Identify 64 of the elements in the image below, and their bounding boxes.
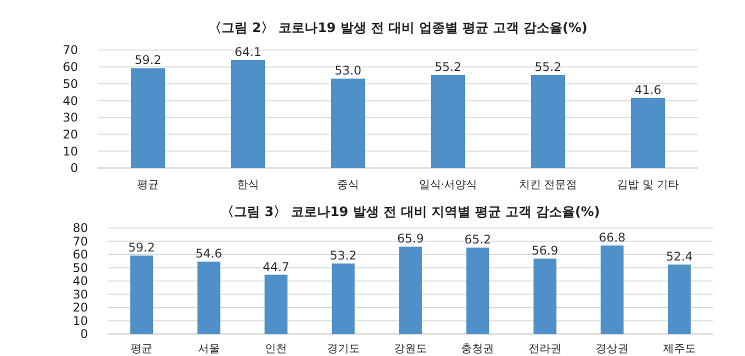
data-label: 59.2 (128, 240, 155, 255)
x-tick-label: 전라권 (528, 342, 562, 355)
x-tick-label: 경기도 (326, 342, 360, 355)
y-tick-label: 60 (62, 60, 78, 74)
y-tick-label: 40 (62, 94, 78, 108)
data-label: 52.4 (666, 250, 693, 264)
y-tick-label: 0 (80, 327, 88, 342)
bar (431, 74, 465, 168)
bar (534, 258, 556, 334)
y-tick-label: 0 (70, 161, 78, 176)
x-tick-label: 한식 (237, 178, 259, 191)
data-label: 65.2 (464, 232, 492, 247)
x-tick-label: 강원도 (394, 342, 427, 355)
data-label: 55.2 (434, 60, 462, 74)
data-label: 53.0 (334, 64, 362, 78)
x-tick-label: 중식 (337, 178, 359, 191)
x-tick-label: 충청권 (461, 342, 494, 355)
bar (332, 264, 355, 334)
bar (600, 245, 624, 334)
x-tick-label: 평균 (130, 342, 153, 355)
data-label: 55.2 (534, 60, 562, 74)
x-tick-label: 일식·서양식 (418, 178, 478, 191)
x-tick-label: 치킨 전문점 (518, 178, 578, 191)
x-tick-label: 인천 (265, 342, 288, 355)
data-label: 59.2 (134, 53, 162, 68)
bar (264, 274, 288, 334)
y-tick-label: 80 (72, 221, 88, 236)
chart-title: 〈그림 3〉 코로나19 발생 전 대비 지역별 평균 고객 감소율(%) (221, 205, 600, 220)
bar (197, 262, 220, 334)
y-tick-label: 30 (72, 287, 88, 302)
bar (631, 98, 665, 168)
bar (399, 246, 422, 334)
data-label: 54.6 (195, 246, 222, 261)
data-label: 66.8 (598, 230, 626, 244)
bar (130, 256, 154, 334)
y-tick-label: 60 (72, 248, 88, 262)
y-tick-label: 10 (62, 144, 78, 158)
bar (466, 248, 490, 334)
data-label: 64.1 (234, 44, 262, 59)
chart-title: 〈그림 2〉 코로나19 발생 전 대비 업종별 평균 고객 감소율(%) (208, 21, 588, 36)
x-tick-label: 김밥 및 기타 (617, 178, 679, 191)
x-tick-label: 제주도 (662, 342, 696, 355)
y-tick-label: 10 (72, 314, 88, 328)
data-label: 65.9 (397, 232, 424, 246)
y-tick-label: 50 (62, 76, 78, 91)
y-tick-label: 70 (62, 43, 78, 58)
y-tick-label: 20 (72, 300, 88, 315)
y-tick-label: 50 (72, 260, 88, 275)
x-tick-label: 평균 (137, 178, 159, 191)
data-label: 41.6 (634, 82, 662, 97)
bar (231, 60, 265, 168)
data-label: 53.2 (330, 248, 357, 263)
data-label: 56.9 (532, 244, 558, 258)
y-tick-label: 40 (72, 274, 88, 288)
y-tick-label: 20 (62, 127, 78, 142)
bar (531, 74, 565, 168)
x-tick-label: 서울 (198, 342, 220, 355)
x-tick-label: 경상권 (596, 342, 629, 355)
bar (331, 78, 365, 168)
bar (131, 68, 165, 168)
data-label: 44.7 (262, 260, 290, 274)
y-tick-label: 30 (62, 110, 78, 125)
bar (668, 264, 691, 334)
y-tick-label: 70 (72, 234, 88, 248)
